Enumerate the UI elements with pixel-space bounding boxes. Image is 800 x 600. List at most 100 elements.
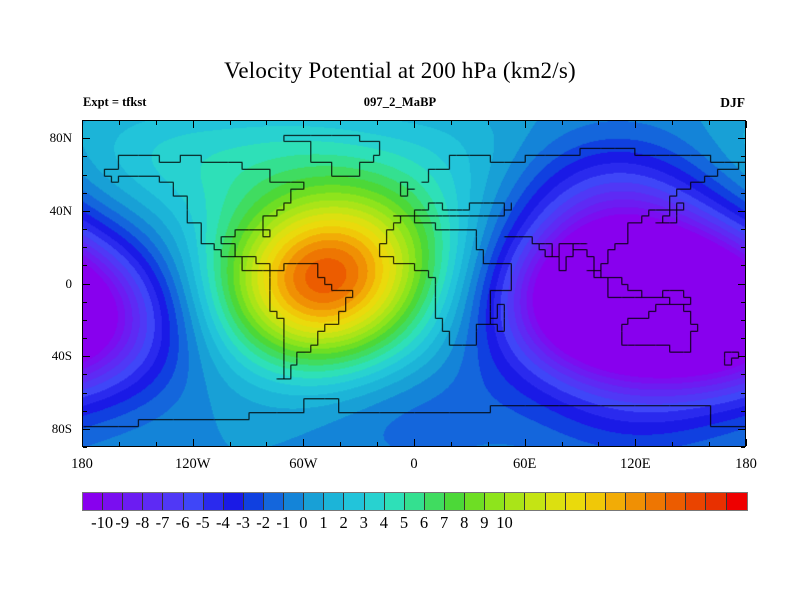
y-axis-tick-label: 80N [49,130,72,146]
x-axis-tick-label: 120E [620,456,651,472]
x-axis-tick-label: 120W [174,456,211,472]
y-axis-tick-label: 40S [51,348,72,364]
colorbar-swatch [444,493,466,510]
y-tick [741,302,745,303]
colorbar-swatch [404,493,425,510]
colorbar-swatch [123,493,144,510]
colorbar-swatch [163,493,184,510]
y-tick [741,411,745,412]
y-tick [83,156,87,157]
x-tick [525,121,526,128]
colorbar-swatch [565,493,586,510]
x-tick [635,121,636,128]
colorbar-swatch [304,493,325,510]
colorbar-tick-label: 6 [419,513,429,532]
colorbar-swatch [243,493,264,510]
y-tick [83,302,87,303]
y-tick [83,411,87,412]
y-tick [741,175,745,176]
y-tick [83,175,87,176]
colorbar-swatch [625,493,647,510]
x-tick [525,439,526,446]
x-tick [119,121,120,125]
y-tick [83,356,90,357]
x-tick [82,121,83,128]
y-tick [741,374,745,375]
colorbar-swatch [263,493,285,510]
x-tick [377,121,378,125]
x-tick [156,442,157,446]
colorbar-swatch [83,493,104,510]
x-tick [746,439,747,446]
x-tick [635,439,636,446]
x-tick [598,442,599,446]
y-axis-tick-label: 0 [65,275,73,291]
colorbar-tick-label: 10 [496,513,513,532]
y-tick [83,284,90,285]
y-tick [741,229,745,230]
colorbar-swatch [666,493,687,510]
season-label: DJF [720,95,745,110]
colorbar-swatch [505,493,526,510]
x-tick [303,439,304,446]
x-axis-tick-label: 180 [735,456,757,472]
y-tick [83,374,87,375]
x-tick [193,439,194,446]
x-tick [709,121,710,125]
y-tick [738,429,745,430]
y-tick [83,120,87,121]
colorbar-swatch [726,493,747,510]
colorbar-tick-label: 5 [399,513,409,532]
y-tick [83,211,90,212]
colorbar-swatch [324,493,345,510]
colorbar-tick-label: -3 [236,513,250,532]
y-tick [738,284,745,285]
x-tick [156,121,157,125]
y-tick [83,393,87,394]
x-tick [488,442,489,446]
y-tick [741,447,745,448]
x-tick [193,121,194,128]
colorbar-tick-label: 4 [379,513,388,532]
y-tick [741,193,745,194]
y-tick [83,247,87,248]
colorbar-swatch [686,493,707,510]
colorbar-swatch [545,493,566,510]
x-tick [562,121,563,125]
y-tick [83,229,87,230]
x-axis-tick-label: 0 [410,456,418,472]
colorbar-swatch [485,493,506,510]
colorbar-tick-label: -9 [115,513,130,532]
y-tick [83,265,87,266]
y-axis-tick-label: 80S [51,420,72,436]
x-tick [82,439,83,446]
x-tick [746,121,747,128]
page-title: Velocity Potential at 200 hPa (km2/s) [224,58,576,83]
colorbar-tick-label: -5 [195,513,210,532]
colorbar-tick-label: 3 [359,513,368,532]
colorbar-swatch [344,493,365,510]
y-tick [83,320,87,321]
colorbar-tick-label: 0 [299,513,308,532]
x-tick [451,121,452,125]
y-tick [83,447,87,448]
x-tick [377,442,378,446]
y-tick [738,138,745,139]
x-tick [709,442,710,446]
y-tick [741,320,745,321]
colorbar-swatch [203,493,224,510]
x-tick [672,121,673,125]
colorbar-tick-label: 9 [480,513,489,532]
colorbar-swatch [183,493,204,510]
colorbar-tick-label: -6 [175,513,190,532]
y-tick [738,211,745,212]
colorbar-swatch [223,493,244,510]
colorbar-tick-label: 1 [319,513,328,532]
x-tick [119,442,120,446]
colorbar-tick-label: -7 [155,513,170,532]
y-tick [741,247,745,248]
y-tick [741,393,745,394]
map-plot-area [82,120,746,447]
colorbar-tick-label: -10 [91,513,114,532]
